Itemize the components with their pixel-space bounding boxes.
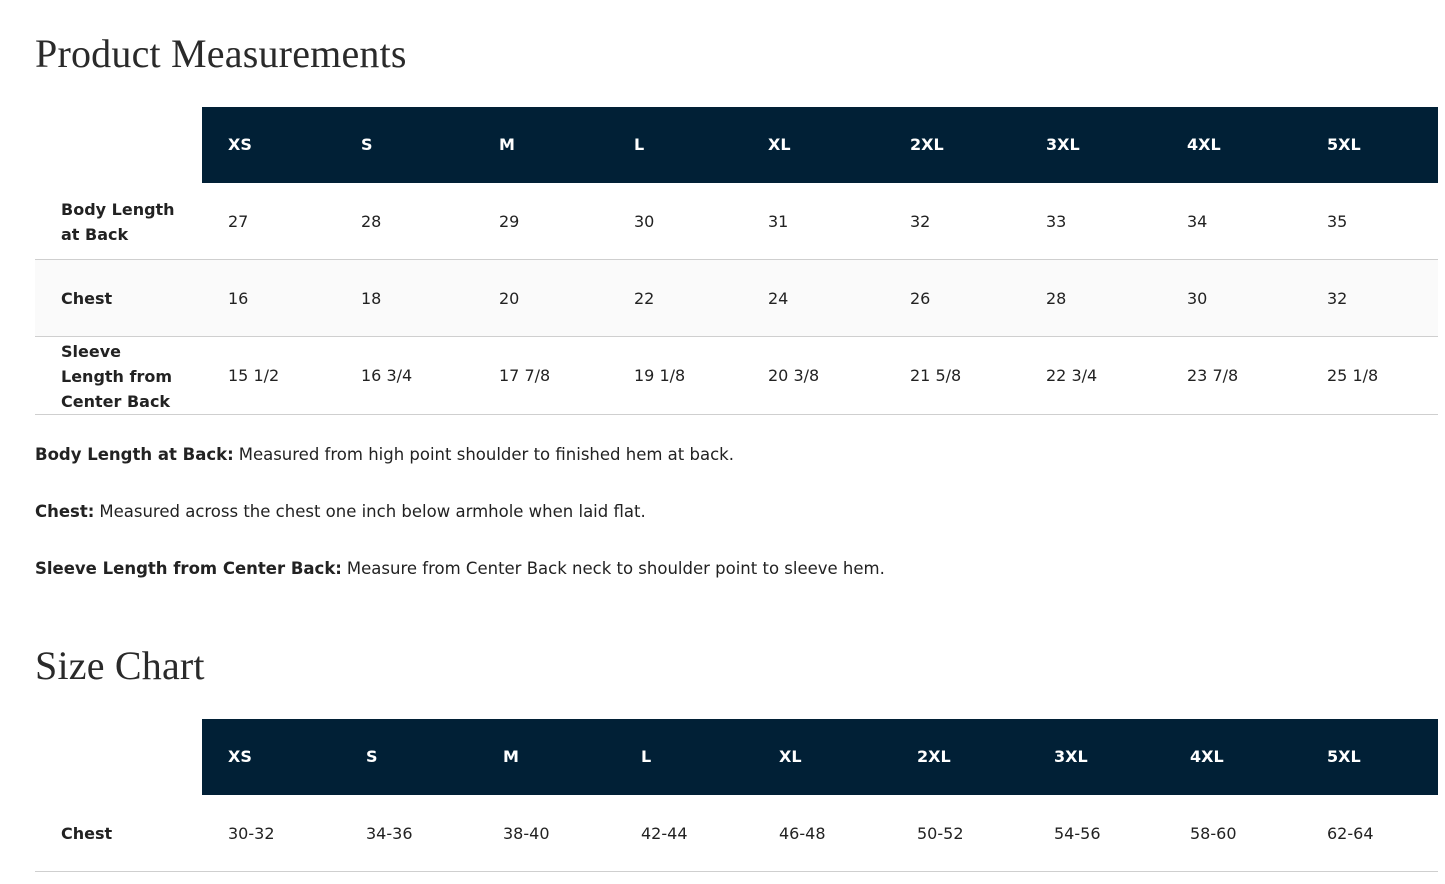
cell: 26 [910,288,931,308]
column-header: M [499,135,515,154]
cell: 30-32 [228,823,275,843]
column-header: XS [228,747,252,766]
cell: 15 1/2 [228,366,280,385]
cell: 16 [228,288,249,308]
cell: 20 [499,288,520,308]
table-row: Chest 16 18 20 22 24 26 28 30 32 [35,260,1438,337]
cell: 34-36 [366,823,413,843]
cell: 17 7/8 [499,366,551,385]
note: Sleeve Length from Center Back: Measure f… [35,558,885,580]
note-term: Chest: [35,502,95,521]
cell: 28 [361,211,382,231]
cell: 34 [1187,211,1208,231]
column-header: L [641,747,652,766]
row-label: Sleeve Length from Center Back [61,341,173,411]
cell: 31 [768,211,789,231]
cell: 30 [634,211,655,231]
cell: 50-52 [917,823,964,843]
column-header: 3XL [1046,135,1080,154]
table-row: Sleeve Length from Center Back 15 1/2 16 3… [35,337,1438,415]
column-header: S [361,135,373,154]
section-title: Product Measurements [35,31,407,76]
cell: 35 [1327,211,1348,231]
column-header: 3XL [1054,747,1088,766]
table-row: Chest 30-32 34-36 38-40 42-44 46-48 50-52 54-56… [35,795,1438,872]
note-text: Measured across the chest one inch below… [99,502,646,521]
cell: 20 3/8 [768,366,820,385]
column-header: XS [228,135,252,154]
cell: 22 [634,288,655,308]
cell: 19 1/8 [634,366,686,385]
cell: 54-56 [1054,823,1101,843]
note-text: Measure from Center Back neck to shoulde… [346,559,885,578]
note-term: Body Length at Back: [35,445,234,464]
cell: 58-60 [1190,823,1237,843]
cell: 27 [228,211,249,231]
table-header [202,719,1438,795]
table-header [202,107,1438,183]
column-header: 2XL [910,135,944,154]
cell: 23 7/8 [1187,366,1239,385]
cell: 22 3/4 [1046,366,1098,385]
column-header: 5XL [1327,747,1361,766]
cell: 16 3/4 [361,366,413,385]
note: Chest: Measured across the chest one inch… [35,501,646,523]
note-text: Measured from high point shoulder to fin… [238,445,734,464]
section-title: Size Chart [35,643,205,688]
column-header: 4XL [1190,747,1224,766]
row-label: Chest [61,289,113,308]
cell: 42-44 [641,823,688,843]
column-header: M [503,747,519,766]
cell: 46-48 [779,823,826,843]
column-header: 2XL [917,747,951,766]
row-label: Chest [61,824,113,843]
column-header: 5XL [1327,135,1361,154]
note-term: Sleeve Length from Center Back: [35,559,342,578]
cell: 29 [499,211,520,231]
cell: 24 [768,288,789,308]
cell: 38-40 [503,823,550,843]
cell: 32 [910,211,931,231]
cell: 30 [1187,288,1208,308]
cell: 28 [1046,288,1067,308]
cell: 25 1/8 [1327,366,1379,385]
column-header: XL [779,747,802,766]
column-header: S [366,747,378,766]
column-header: L [634,135,645,154]
column-header: XL [768,135,791,154]
note: Body Length at Back: Measured from high p… [35,444,734,466]
table-row: Body Length at Back 27 28 29 30 31 32 33 34 35 [35,183,1438,260]
cell: 18 [361,288,382,308]
cell: 21 5/8 [910,366,962,385]
cell: 62-64 [1327,823,1374,843]
cell: 32 [1327,288,1348,308]
column-header: 4XL [1187,135,1221,154]
cell: 33 [1046,211,1067,231]
row-label: Body Length at Back [61,199,175,244]
